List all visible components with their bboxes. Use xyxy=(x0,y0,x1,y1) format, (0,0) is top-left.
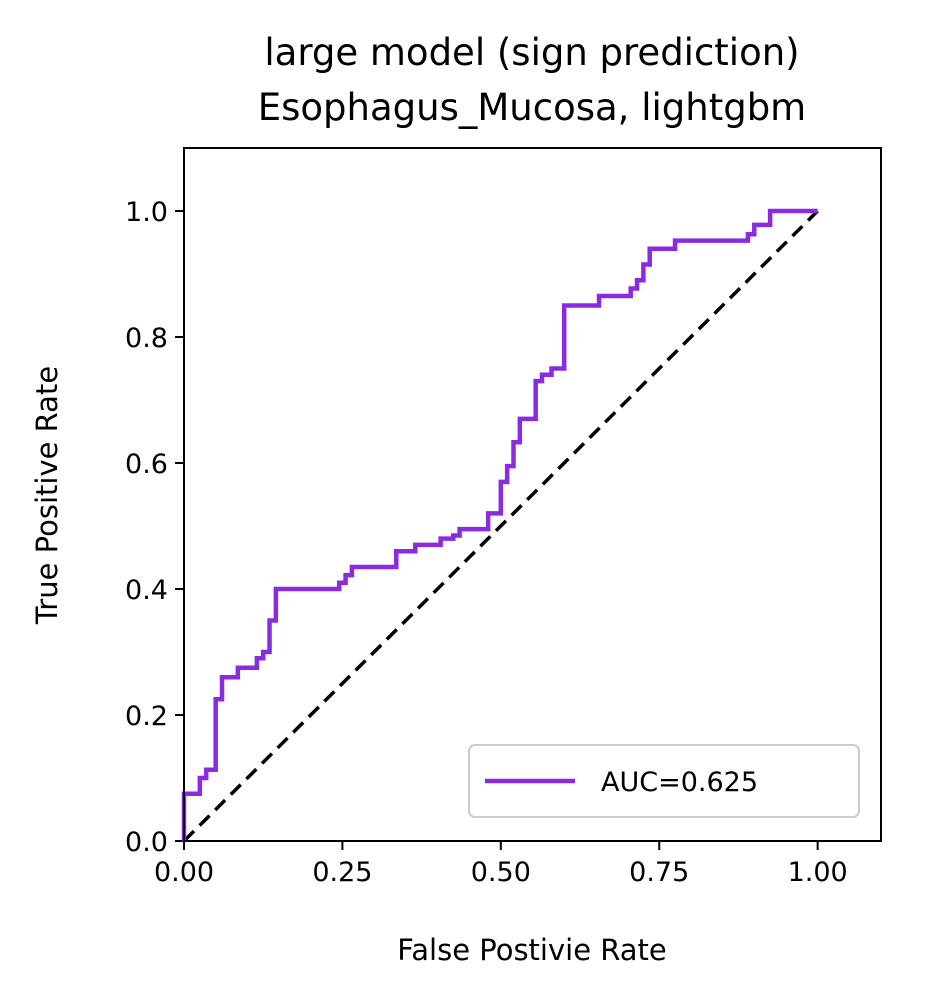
y-axis-ticks: 0.0 0.2 0.4 0.6 0.8 1.0 xyxy=(125,197,184,858)
x-tick-label: 1.00 xyxy=(788,857,848,888)
chart-title-line-1: large model (sign prediction) xyxy=(264,31,799,74)
y-tick-label: 0.6 xyxy=(125,449,168,480)
legend-entry: AUC=0.625 xyxy=(601,767,758,798)
plot-frame xyxy=(183,147,882,842)
diagonal-reference-line xyxy=(182,209,819,843)
y-tick-label: 0.8 xyxy=(125,323,168,354)
x-tick-label: 0.75 xyxy=(629,857,689,888)
x-tick-label: 0.25 xyxy=(312,857,372,888)
x-axis-ticks: 0.00 0.25 0.50 0.75 1.00 xyxy=(154,841,848,888)
legend-box xyxy=(468,744,860,818)
y-tick-label: 0.2 xyxy=(125,701,168,732)
y-axis-label: True Positive Rate xyxy=(30,366,64,625)
chart-title-line-2: Esophagus_Mucosa, lightgbm xyxy=(258,86,806,129)
y-tick-label: 1.0 xyxy=(125,197,168,228)
x-axis-label: False Postivie Rate xyxy=(397,933,667,967)
y-tick-label: 0.0 xyxy=(125,827,168,858)
x-tick-label: 0.00 xyxy=(154,857,214,888)
x-tick-label: 0.50 xyxy=(471,857,531,888)
y-tick-label: 0.4 xyxy=(125,575,168,606)
roc-curve-line xyxy=(181,208,818,841)
legend: AUC=0.625 xyxy=(468,744,860,818)
